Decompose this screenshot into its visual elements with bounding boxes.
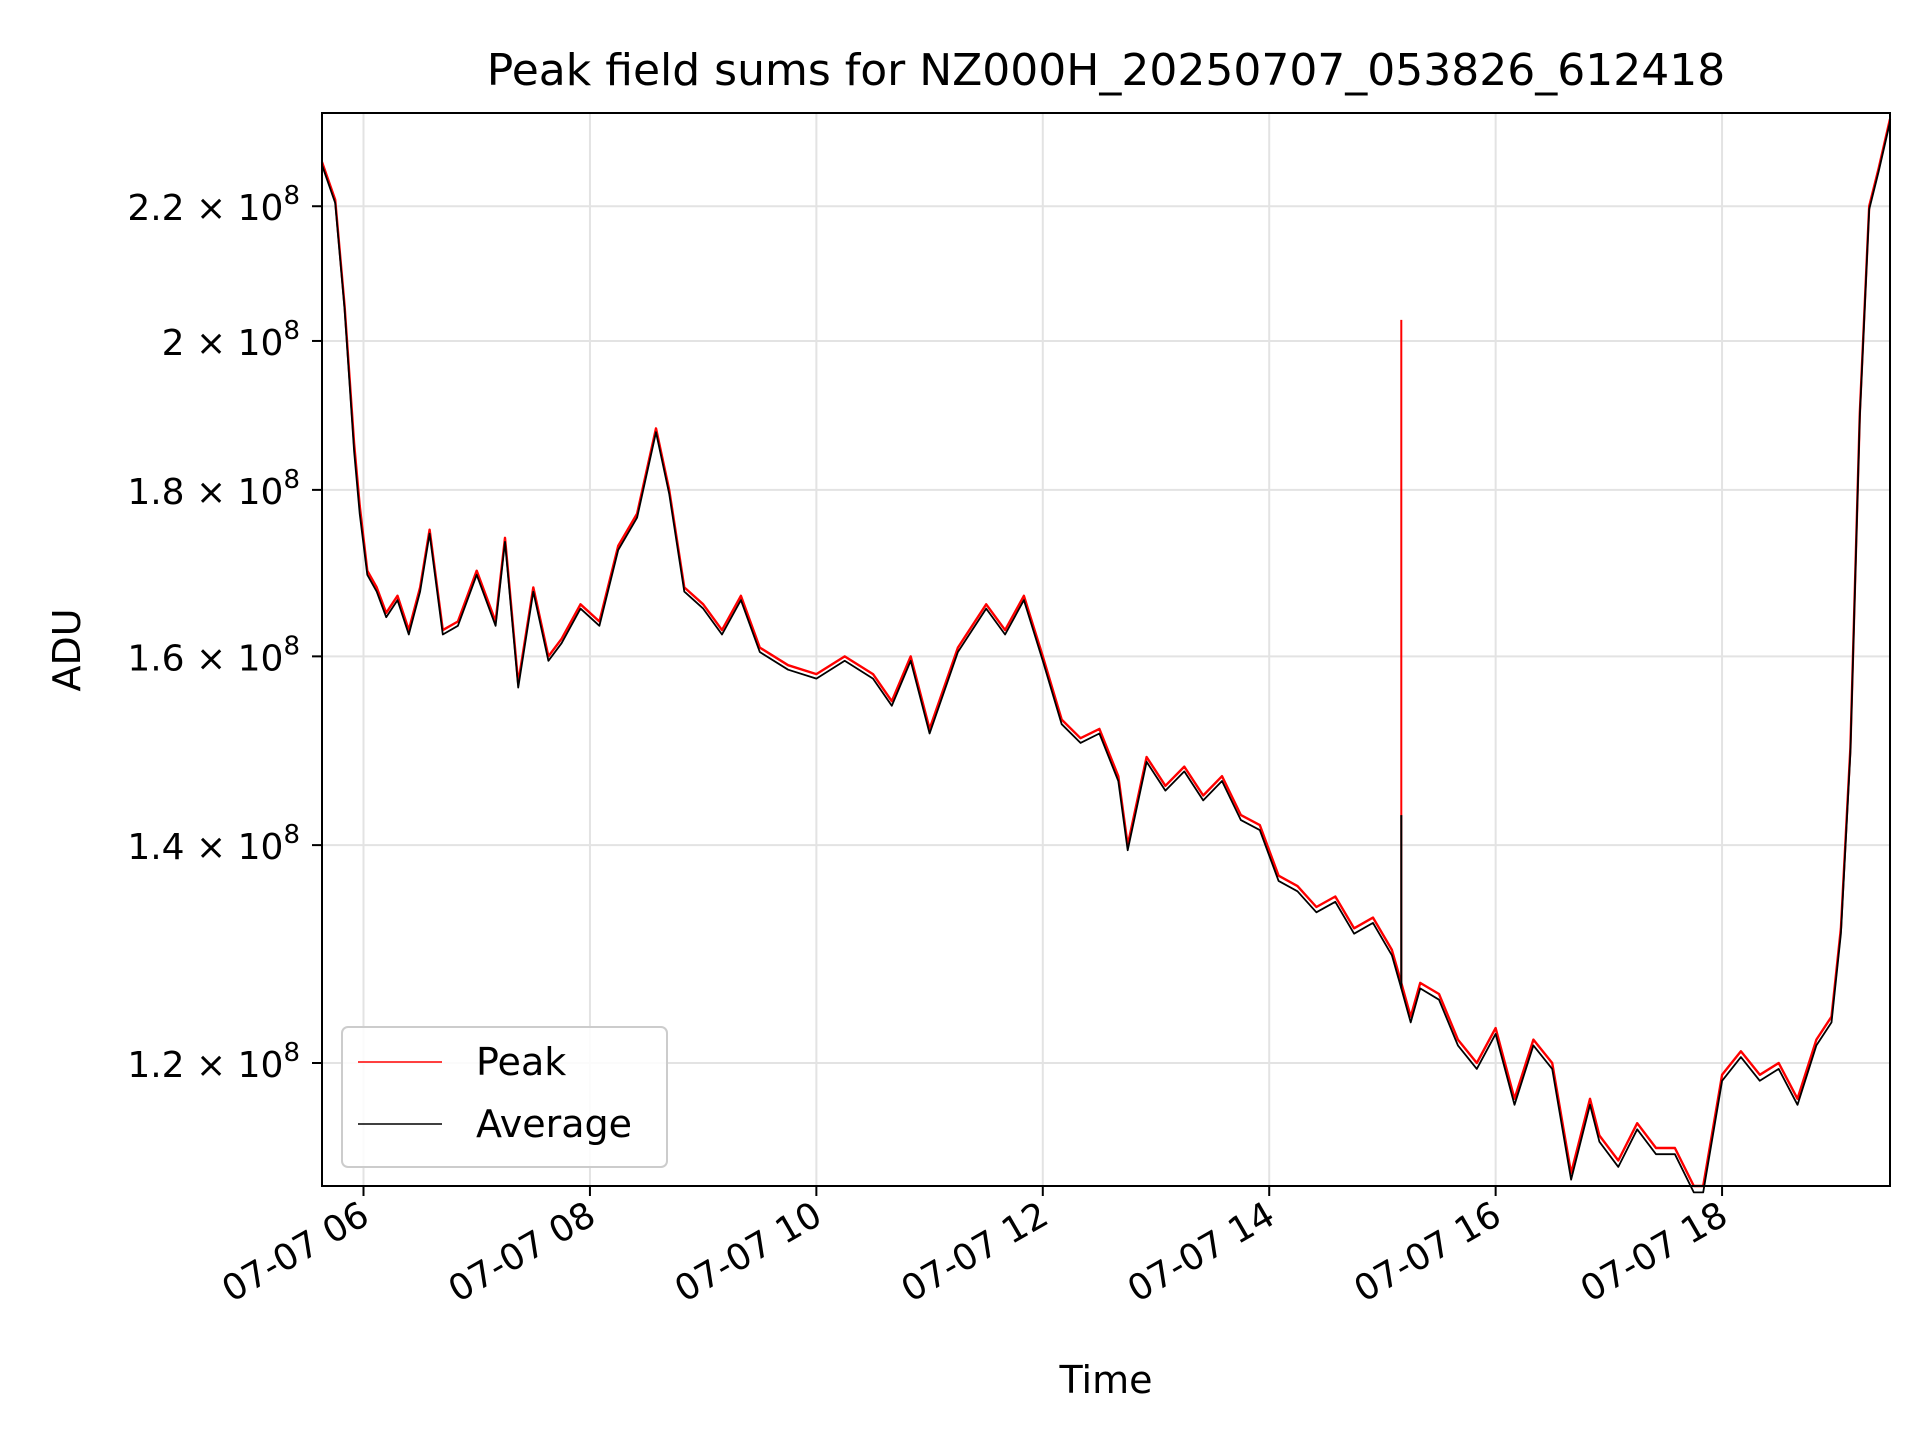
y-tick-mantissa: 1.2 — [127, 1045, 196, 1086]
y-tick-label: 1.4 × 108 — [127, 820, 300, 868]
y-tick-exponent: 8 — [283, 1038, 300, 1068]
series-line-peak — [320, 118, 1892, 1188]
y-tick-exponent: 8 — [283, 181, 300, 211]
y-tick-base: × 10 — [196, 472, 283, 513]
grid — [322, 113, 1890, 1186]
y-tick-mantissa: 2.2 — [127, 188, 196, 229]
legend: Peak Average — [341, 1026, 668, 1168]
x-tick-label: 07-07 12 — [895, 1194, 1056, 1310]
y-tick-base: × 10 — [196, 1045, 283, 1086]
y-tick-base: × 10 — [196, 323, 283, 364]
y-tick-label: 2 × 108 — [162, 316, 300, 364]
y-tick-mantissa: 2 — [162, 323, 196, 364]
x-tick-label: 07-07 16 — [1347, 1194, 1508, 1310]
y-tick-exponent: 8 — [283, 316, 300, 346]
series-line-average — [321, 121, 1891, 1194]
y-tick-base: × 10 — [196, 827, 283, 868]
y-tick-exponent: 8 — [283, 631, 300, 661]
x-tick-label: 07-07 06 — [215, 1194, 376, 1310]
y-tick-label: 1.8 × 108 — [127, 465, 300, 513]
x-axis: 07-07 06 07-07 08 07-07 10 07-07 12 07-07 14… — [215, 1186, 1735, 1311]
y-tick-mantissa: 1.4 — [127, 827, 196, 868]
y-tick-base: × 10 — [196, 638, 283, 679]
y-tick-label: 2.2 × 108 — [127, 181, 300, 229]
x-tick-label: 07-07 14 — [1121, 1194, 1282, 1310]
legend-label-average: Average — [476, 1102, 632, 1146]
y-tick-exponent: 8 — [283, 820, 300, 850]
chart-title: Peak field sums for NZ000H_20250707_0538… — [487, 45, 1725, 96]
y-tick-mantissa: 1.8 — [127, 472, 196, 513]
x-tick-label: 07-07 10 — [668, 1194, 829, 1310]
y-tick-exponent: 8 — [283, 465, 300, 495]
y-tick-mantissa: 1.6 — [127, 638, 196, 679]
series-layer — [320, 118, 1892, 1194]
y-axis-label: ADU — [45, 608, 89, 691]
x-tick-label: 07-07 18 — [1574, 1194, 1735, 1310]
y-tick-label: 1.2 × 108 — [127, 1038, 300, 1086]
x-axis-label: Time — [1059, 1358, 1153, 1402]
plot-frame — [321, 112, 1891, 1187]
y-tick-label: 1.6 × 108 — [127, 631, 300, 679]
legend-label-peak: Peak — [476, 1040, 566, 1084]
y-tick-base: × 10 — [196, 188, 283, 229]
x-tick-label: 07-07 08 — [442, 1194, 603, 1310]
